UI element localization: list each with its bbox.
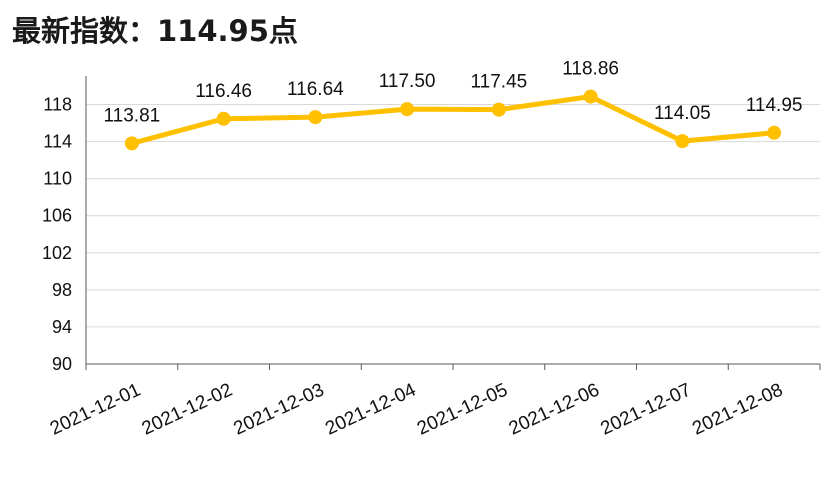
data-label: 118.86 [562,59,619,80]
y-tick-label: 98 [52,280,72,300]
data-point [124,136,139,151]
x-tick-label: 2021-12-03 [231,379,328,439]
data-label: 113.81 [104,105,161,126]
series-line [124,89,782,151]
data-point [491,102,506,117]
data-label: 116.46 [195,81,252,102]
y-tick-label: 102 [42,243,72,263]
x-tick-label: 2021-12-01 [47,379,144,439]
x-tick-label: 2021-12-04 [322,379,419,439]
chart-title: 最新指数：114.95点 [12,14,298,48]
x-tick-label: 2021-12-05 [414,379,511,439]
x-tick-label: 2021-12-08 [689,379,786,439]
y-tick-label: 110 [43,169,72,189]
data-point [308,110,323,125]
data-point [400,102,415,117]
y-tick-label: 118 [43,95,72,115]
x-tick-label: 2021-12-06 [506,379,603,439]
y-tick-label: 90 [52,354,72,374]
data-label: 117.45 [471,72,528,93]
data-label: 117.50 [379,71,436,92]
data-point [767,125,782,140]
data-point [216,111,231,126]
data-point [675,134,690,149]
series-line-path [129,94,777,146]
y-tick-label: 94 [52,317,72,337]
y-axis: 90 94 98 102 106 110 114 118 [42,76,87,374]
x-tick-label: 2021-12-02 [139,379,236,439]
x-axis: 2021-12-012021-12-022021-12-032021-12-04… [47,363,821,440]
y-tick-label: 106 [42,206,72,226]
data-label: 114.95 [746,95,803,116]
data-label: 114.05 [654,103,711,124]
x-tick-label: 2021-12-07 [598,379,695,439]
data-point [583,89,598,104]
data-labels: 113.81 116.46 116.64 117.50 117.45 118.86 114.… [104,59,803,127]
data-label: 116.64 [287,79,344,100]
y-tick-label: 114 [43,132,72,152]
